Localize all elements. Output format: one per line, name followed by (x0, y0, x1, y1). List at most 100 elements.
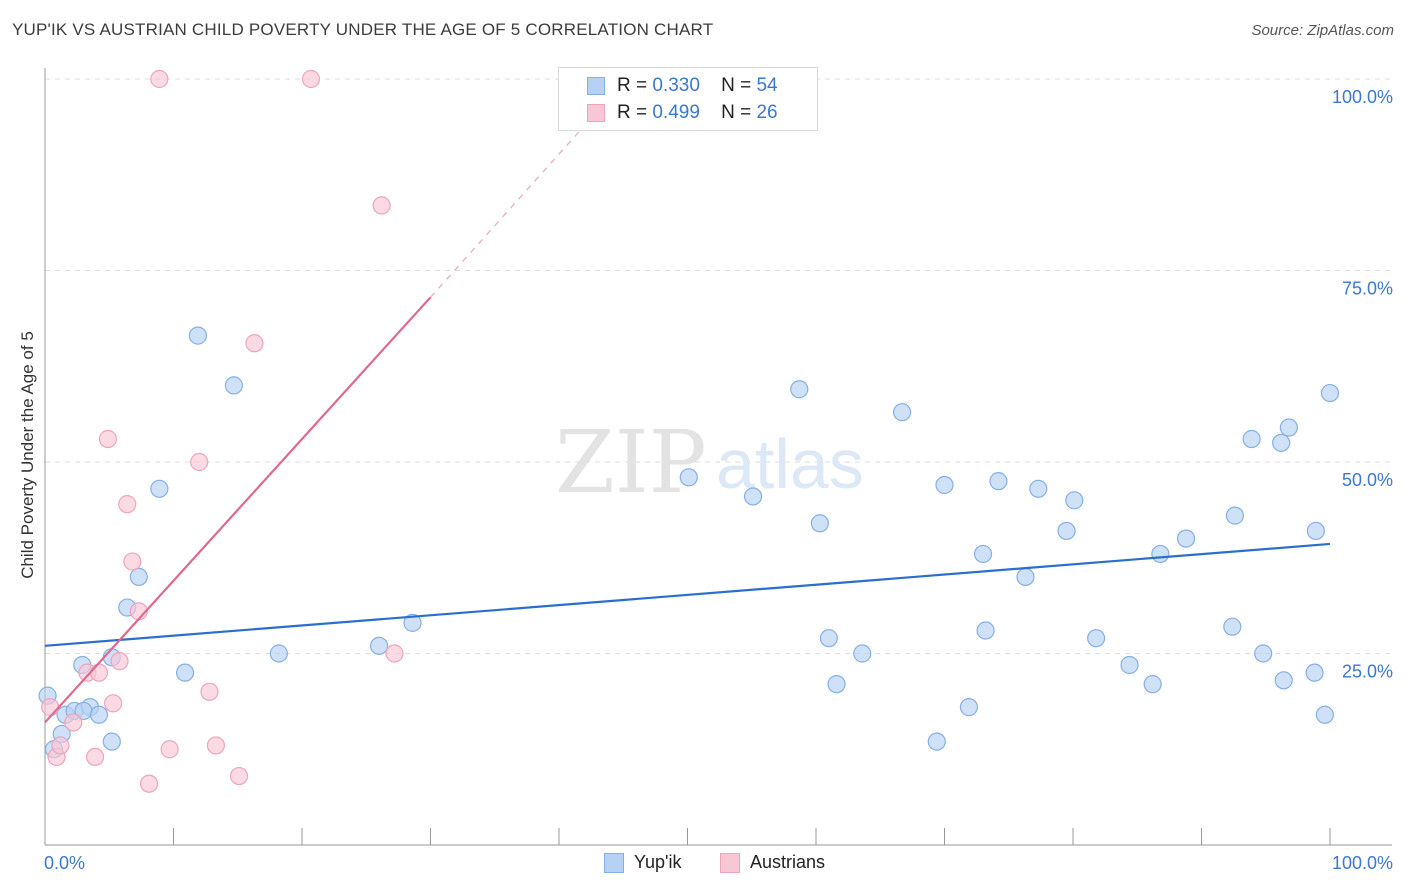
y-tick-label: 75.0% (1342, 279, 1393, 299)
austrians-point (301, 69, 321, 89)
yupik-trend-line (44, 542, 1331, 647)
yupik-point (224, 376, 243, 395)
yupik-point (1029, 479, 1048, 498)
yupik-point (1272, 433, 1291, 452)
legend-swatch-yupik (604, 852, 624, 873)
austrians-point (64, 713, 83, 732)
r-value: 0.330 (652, 75, 700, 96)
legend-label-austrians: Austrians (750, 852, 826, 872)
austrians-point (150, 69, 169, 89)
legend-swatch-austrians (720, 852, 740, 873)
yupik-point (269, 644, 288, 663)
austrians-point (206, 736, 226, 755)
yupik-point (959, 698, 979, 717)
yupik-point (1151, 544, 1170, 564)
yupik-point (1315, 705, 1334, 724)
austrians-point (104, 694, 123, 713)
austrians-point (372, 196, 391, 215)
legend-item-austrians[interactable]: Austrians (720, 852, 825, 873)
yupik-point (973, 544, 993, 564)
r-label: R = (617, 75, 648, 96)
yupik-point (1225, 506, 1245, 525)
yupik-point (1306, 521, 1325, 541)
source-credit: Source: ZipAtlas.com (1251, 22, 1394, 39)
yupik-point (403, 613, 422, 632)
yupik-point (1087, 629, 1106, 648)
yupik-point (1242, 429, 1261, 449)
austrians-point (41, 698, 60, 717)
yupik-point (1176, 529, 1196, 548)
watermark-atlas: atlas (716, 425, 864, 503)
tick-labels: 25.0% 50.0% 75.0% 100.0% 0.0% 100.0% (44, 87, 1393, 873)
data-points (38, 69, 1340, 793)
austrians-point (190, 452, 209, 472)
austrians-point (118, 495, 137, 514)
yupik-point (1016, 567, 1035, 587)
yupik-point (1279, 418, 1298, 437)
yupik-point (679, 468, 698, 487)
yupik-point (1274, 671, 1293, 690)
yupik-point (1305, 663, 1324, 682)
yupik-point (853, 644, 872, 663)
n-label: N = (721, 75, 752, 96)
yupik-point (989, 472, 1008, 491)
yupik-point (102, 732, 121, 751)
series-legend: Yup'ik Austrians (0, 852, 1406, 878)
yupik-point (810, 514, 829, 533)
y-tick-label: 50.0% (1342, 470, 1393, 490)
yupik-point (927, 732, 946, 751)
austrians-point (160, 740, 179, 759)
austrians-point (245, 334, 264, 353)
austrians-trend-line (44, 296, 432, 724)
yupik-point (1057, 521, 1076, 541)
yupik-point (743, 487, 763, 506)
correlation-legend: R = 0.330 N = 54 R = 0.499 N = 26 (558, 67, 818, 131)
legend-swatch-yupik (587, 77, 605, 95)
x-tick-label: 100.0% (1332, 853, 1393, 873)
yupik-point (827, 675, 846, 694)
legend-swatch-austrians (587, 104, 605, 122)
legend-row-austrians: R = 0.499 N = 26 (617, 101, 778, 125)
austrians-trend-extension (430, 120, 590, 298)
r-value: 0.499 (652, 102, 700, 123)
yupik-point (976, 621, 995, 640)
yupik-point (150, 479, 169, 498)
yupik-point (129, 567, 148, 587)
trend-lines (44, 120, 1331, 724)
yupik-point (1223, 617, 1242, 636)
yupik-point (188, 326, 208, 345)
yupik-point (89, 705, 109, 724)
axes (44, 68, 1392, 846)
yupik-point (1143, 675, 1162, 694)
yupik-point (1120, 655, 1139, 675)
n-value: 54 (756, 75, 778, 96)
chart-title: YUP'IK VS AUSTRIAN CHILD POVERTY UNDER T… (12, 20, 714, 39)
yupik-point (819, 629, 838, 648)
n-label: N = (721, 102, 752, 123)
austrians-point (98, 429, 118, 449)
watermark-zip: ZIP (555, 413, 707, 513)
yupik-point (790, 380, 809, 399)
y-tick-label: 100.0% (1332, 87, 1393, 107)
yupik-point (1065, 491, 1084, 510)
yupik-point (370, 636, 389, 655)
austrians-point (200, 682, 219, 701)
yupik-point (1254, 644, 1273, 663)
r-label: R = (617, 102, 648, 123)
y-tick-label: 25.0% (1342, 662, 1393, 682)
yupik-point (892, 403, 912, 422)
x-tick-label: 0.0% (44, 853, 85, 873)
austrians-point (86, 747, 105, 767)
austrians-point (110, 652, 129, 671)
austrians-point (123, 552, 142, 571)
legend-item-yupik[interactable]: Yup'ik (604, 852, 681, 873)
austrians-point (385, 644, 404, 663)
gridlines (45, 78, 1392, 654)
yupik-point (175, 663, 195, 682)
n-value: 26 (756, 102, 778, 123)
legend-row-yupik: R = 0.330 N = 54 (617, 74, 778, 98)
austrians-point (139, 774, 159, 793)
yupik-point (935, 475, 954, 495)
austrians-point (229, 766, 249, 786)
austrians-point (89, 663, 109, 682)
